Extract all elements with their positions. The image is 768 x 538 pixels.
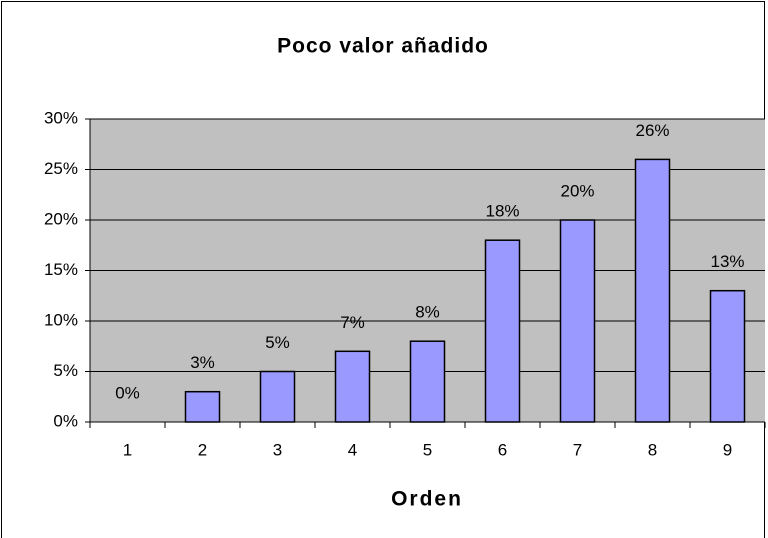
- x-tick-label: 9: [723, 440, 732, 459]
- y-tick-label: 0%: [53, 411, 78, 430]
- x-tick-label: 1: [123, 440, 132, 459]
- x-tick-label: 8: [648, 440, 657, 459]
- value-label: 0%: [115, 383, 140, 402]
- y-tick-label: 20%: [44, 209, 78, 228]
- bar: [409, 340, 446, 423]
- bar: [709, 289, 746, 423]
- value-label: 8%: [415, 303, 440, 322]
- y-tick-label: 10%: [44, 310, 78, 329]
- value-label: 7%: [340, 313, 365, 332]
- x-axis-label: Orden: [391, 488, 463, 511]
- x-tick-label: 3: [273, 440, 282, 459]
- x-tick-label: 2: [198, 440, 207, 459]
- bar: [259, 370, 296, 423]
- y-tick-label: 30%: [44, 108, 78, 127]
- value-label: 20%: [560, 181, 594, 200]
- bar: [334, 350, 371, 423]
- value-label: 18%: [485, 202, 519, 221]
- y-tick-label: 15%: [44, 260, 78, 279]
- value-label: 26%: [635, 121, 669, 140]
- x-tick-label: 4: [348, 440, 357, 459]
- y-tick-label: 5%: [53, 361, 78, 380]
- value-label: 5%: [265, 333, 290, 352]
- bar: [559, 219, 596, 423]
- chart-title: Poco valor añadido: [277, 35, 489, 58]
- bar: [634, 158, 671, 423]
- x-tick-label: 5: [423, 440, 432, 459]
- x-tick-label: 6: [498, 440, 507, 459]
- bar: [184, 390, 221, 423]
- bar: [484, 239, 521, 423]
- value-label: 13%: [710, 252, 744, 271]
- x-tick-label: 7: [573, 440, 582, 459]
- value-label: 3%: [190, 353, 215, 372]
- y-tick-label: 25%: [44, 159, 78, 178]
